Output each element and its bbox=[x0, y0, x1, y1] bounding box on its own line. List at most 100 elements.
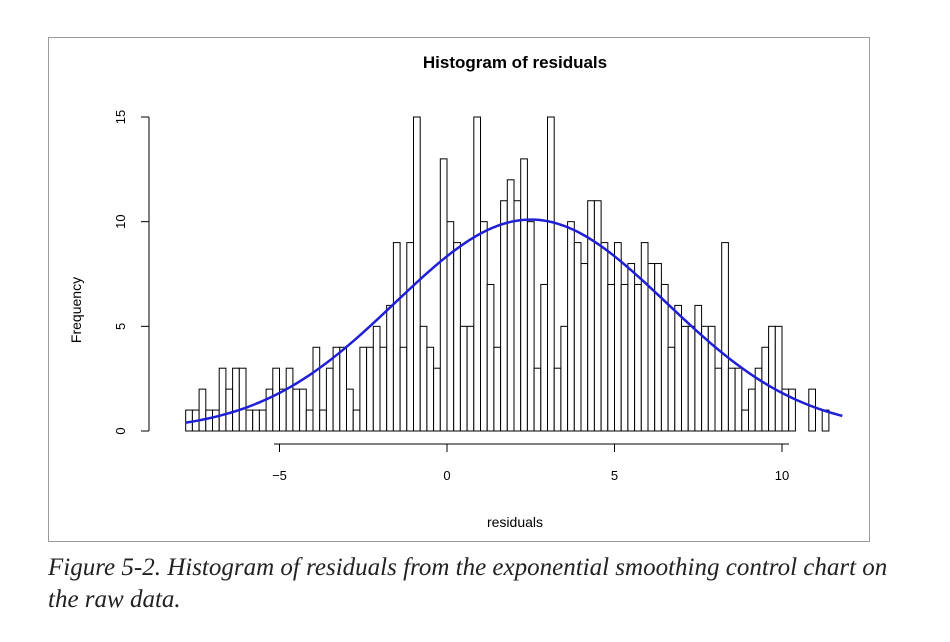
histogram-bar bbox=[386, 304, 394, 432]
histogram-bar bbox=[258, 409, 267, 432]
histogram-bar bbox=[761, 346, 770, 432]
histogram-bar bbox=[486, 283, 495, 432]
histogram-bar bbox=[774, 325, 783, 432]
histogram-bar bbox=[238, 367, 247, 432]
histogram-bar bbox=[506, 179, 515, 432]
histogram-bar bbox=[560, 325, 569, 432]
histogram-bar bbox=[748, 388, 756, 432]
histogram-bar bbox=[627, 263, 636, 432]
histogram-bar bbox=[694, 304, 703, 432]
y-axis-label: Frequency bbox=[68, 277, 84, 343]
histogram-bar bbox=[526, 221, 535, 432]
histogram-bar bbox=[607, 283, 615, 432]
histogram-bar bbox=[701, 325, 709, 432]
histogram-bar bbox=[660, 283, 669, 432]
histogram-bar bbox=[681, 325, 689, 432]
histogram-bar bbox=[466, 325, 475, 432]
histogram-bar bbox=[533, 367, 542, 432]
figure-caption: Figure 5-2. Histogram of residuals from … bbox=[48, 554, 888, 613]
histogram-bar bbox=[399, 346, 408, 432]
histogram-bar bbox=[741, 409, 749, 432]
histogram-bar bbox=[721, 242, 729, 432]
y-tick-label: 15 bbox=[113, 110, 128, 124]
histogram-bar bbox=[332, 346, 341, 432]
histogram-bar bbox=[593, 200, 602, 432]
histogram-bar bbox=[674, 304, 682, 432]
histogram-bar bbox=[493, 346, 502, 432]
histogram-bar bbox=[245, 409, 254, 432]
y-tick-label: 10 bbox=[113, 214, 128, 228]
histogram-bar bbox=[225, 388, 234, 432]
histogram-bar bbox=[205, 409, 214, 432]
histogram-bar bbox=[634, 283, 642, 432]
histogram-bar bbox=[366, 346, 374, 432]
histogram-bar bbox=[567, 221, 575, 432]
x-axis-label: residuals bbox=[487, 514, 543, 530]
histogram-bar bbox=[419, 325, 428, 432]
histogram-bar bbox=[218, 367, 227, 432]
histogram-bar bbox=[480, 221, 488, 432]
histogram-bar bbox=[339, 346, 347, 432]
histogram-bar bbox=[727, 367, 736, 432]
histogram-bar bbox=[640, 242, 649, 432]
histogram-bar bbox=[392, 242, 401, 432]
histogram-bar bbox=[473, 116, 481, 432]
histogram-bar bbox=[232, 367, 240, 432]
figure-frame: Histogram of residuals −5 0 5 10 0 5 10 15 res… bbox=[48, 37, 870, 542]
histogram-bar bbox=[252, 409, 260, 432]
histogram-bar bbox=[620, 283, 629, 432]
histogram-bar bbox=[821, 409, 830, 432]
x-tick-label: 10 bbox=[775, 468, 789, 483]
histogram-bar bbox=[305, 409, 314, 432]
histogram-bar bbox=[667, 346, 676, 432]
histogram-bar bbox=[459, 325, 468, 432]
histogram-bar bbox=[379, 346, 388, 432]
histogram-bar bbox=[212, 409, 220, 432]
histogram-bar bbox=[453, 242, 461, 432]
x-tick-label: −5 bbox=[272, 468, 287, 483]
histogram-bar bbox=[513, 200, 522, 432]
histogram-bar bbox=[600, 242, 609, 432]
y-tick-label: 5 bbox=[113, 323, 128, 330]
histogram-bar bbox=[319, 409, 327, 432]
histogram-bar bbox=[500, 200, 508, 432]
histogram-bar bbox=[587, 200, 595, 432]
histogram-bar bbox=[372, 325, 381, 432]
histogram-bar bbox=[433, 367, 441, 432]
histogram-bar bbox=[788, 388, 796, 432]
x-tick-label: 0 bbox=[443, 468, 450, 483]
histogram-bar bbox=[198, 388, 207, 432]
histogram-bar bbox=[553, 367, 562, 432]
histogram-bar bbox=[714, 367, 723, 432]
histogram-bar bbox=[406, 242, 414, 432]
bars bbox=[185, 116, 830, 432]
histogram-chart: Histogram of residuals −5 0 5 10 0 5 10 15 res… bbox=[68, 53, 843, 530]
histogram-bar bbox=[312, 346, 321, 432]
histogram-bar bbox=[520, 158, 528, 432]
histogram-bar bbox=[426, 346, 435, 432]
histogram-bar bbox=[654, 263, 662, 432]
normal-fit-curve bbox=[185, 218, 843, 424]
chart-title: Histogram of residuals bbox=[423, 53, 607, 72]
histogram-bar bbox=[413, 116, 421, 432]
x-tick-label: 5 bbox=[611, 468, 618, 483]
histogram-bar bbox=[614, 242, 622, 432]
histogram-bar bbox=[540, 283, 548, 432]
histogram-bar bbox=[299, 388, 307, 432]
histogram-bar bbox=[292, 388, 301, 432]
histogram-bar bbox=[734, 367, 743, 432]
histogram-bar bbox=[439, 158, 448, 432]
histogram-bar bbox=[346, 388, 354, 432]
histogram-bar bbox=[325, 367, 334, 432]
y-ticks: 0 5 10 15 bbox=[113, 110, 149, 435]
y-tick-label: 0 bbox=[113, 427, 128, 434]
histogram-bar bbox=[573, 242, 582, 432]
histogram-bar bbox=[687, 325, 696, 432]
histogram-bar bbox=[359, 346, 368, 432]
histogram-bar bbox=[352, 409, 361, 432]
histogram-bar bbox=[272, 367, 281, 432]
histogram-bar bbox=[768, 325, 776, 432]
histogram-bar bbox=[279, 388, 287, 432]
histogram-bar bbox=[547, 116, 555, 432]
histogram-bar bbox=[285, 367, 294, 432]
